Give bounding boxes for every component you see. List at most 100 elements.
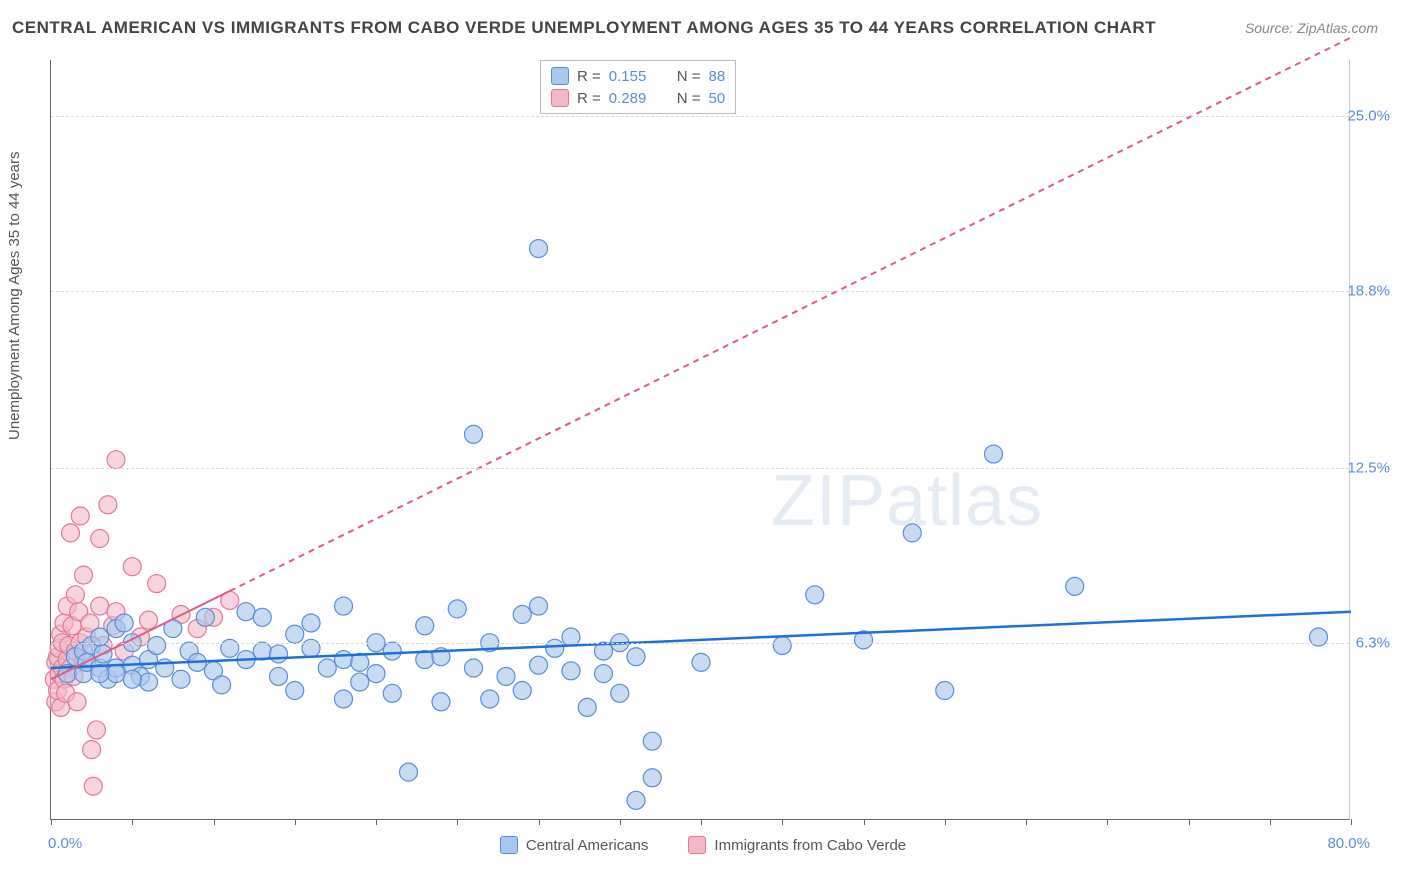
stats-row-cabo-verde: R = 0.289 N = 50 xyxy=(551,87,725,109)
r-label: R = xyxy=(577,68,601,85)
legend-label: Central Americans xyxy=(526,837,649,854)
data-point xyxy=(91,597,109,615)
trend-line-dashed xyxy=(230,37,1351,591)
chart-title: CENTRAL AMERICAN VS IMMIGRANTS FROM CABO… xyxy=(12,18,1156,38)
x-tick xyxy=(782,819,783,825)
data-point xyxy=(497,667,515,685)
r-label: R = xyxy=(577,90,601,107)
data-point xyxy=(286,682,304,700)
data-point xyxy=(562,662,580,680)
data-point xyxy=(83,741,101,759)
data-point xyxy=(75,566,93,584)
data-point xyxy=(253,608,271,626)
data-point xyxy=(936,682,954,700)
data-point xyxy=(416,617,434,635)
data-point xyxy=(335,690,353,708)
gridline xyxy=(51,291,1349,292)
r-value: 0.289 xyxy=(609,90,659,107)
gridline xyxy=(51,116,1349,117)
data-point xyxy=(107,665,125,683)
data-point xyxy=(627,791,645,809)
data-point xyxy=(513,682,531,700)
x-tick xyxy=(214,819,215,825)
x-tick xyxy=(376,819,377,825)
n-label: N = xyxy=(677,90,701,107)
data-point xyxy=(530,597,548,615)
data-point xyxy=(367,665,385,683)
source-credit: Source: ZipAtlas.com xyxy=(1245,20,1378,36)
bottom-legend: Central Americans Immigrants from Cabo V… xyxy=(0,836,1406,854)
data-point xyxy=(465,659,483,677)
y-tick-label: 6.3% xyxy=(1356,634,1390,651)
y-tick-label: 18.8% xyxy=(1347,282,1390,299)
data-point xyxy=(627,648,645,666)
data-point xyxy=(68,693,86,711)
x-tick xyxy=(1351,819,1352,825)
data-point xyxy=(270,645,288,663)
data-point xyxy=(383,642,401,660)
x-tick xyxy=(132,819,133,825)
data-point xyxy=(71,507,89,525)
x-tick xyxy=(864,819,865,825)
data-point xyxy=(148,636,166,654)
data-point xyxy=(66,586,84,604)
data-point xyxy=(611,684,629,702)
legend-item-central-americans: Central Americans xyxy=(500,836,649,854)
legend-swatch-icon xyxy=(500,836,518,854)
data-point xyxy=(806,586,824,604)
plot-area: ZIPatlas xyxy=(50,60,1350,820)
legend-label: Immigrants from Cabo Verde xyxy=(714,837,906,854)
data-point xyxy=(383,684,401,702)
data-point xyxy=(985,445,1003,463)
x-tick xyxy=(295,819,296,825)
data-point xyxy=(595,665,613,683)
stats-swatch-icon xyxy=(551,67,569,85)
data-point xyxy=(140,673,158,691)
data-point xyxy=(62,524,80,542)
data-point xyxy=(903,524,921,542)
y-tick-label: 25.0% xyxy=(1347,108,1390,125)
x-tick xyxy=(945,819,946,825)
data-point xyxy=(115,614,133,632)
data-point xyxy=(148,575,166,593)
data-point xyxy=(643,769,661,787)
data-point xyxy=(643,732,661,750)
data-point xyxy=(196,608,214,626)
plot-svg xyxy=(51,60,1349,819)
data-point xyxy=(773,636,791,654)
data-point xyxy=(123,558,141,576)
x-tick xyxy=(1107,819,1108,825)
n-value: 50 xyxy=(709,90,726,107)
x-tick xyxy=(51,819,52,825)
x-tick xyxy=(1189,819,1190,825)
x-tick xyxy=(1026,819,1027,825)
gridline xyxy=(51,643,1349,644)
stats-box: R = 0.155 N = 88 R = 0.289 N = 50 xyxy=(540,60,736,114)
data-point xyxy=(530,656,548,674)
data-point xyxy=(84,777,102,795)
data-point xyxy=(172,670,190,688)
data-point xyxy=(270,667,288,685)
stats-row-central-americans: R = 0.155 N = 88 xyxy=(551,65,725,87)
data-point xyxy=(335,597,353,615)
legend-item-cabo-verde: Immigrants from Cabo Verde xyxy=(688,836,906,854)
data-point xyxy=(123,670,141,688)
data-point xyxy=(213,676,231,694)
data-point xyxy=(88,721,106,739)
x-tick xyxy=(457,819,458,825)
data-point xyxy=(91,530,109,548)
data-point xyxy=(692,653,710,671)
data-point xyxy=(513,606,531,624)
gridline xyxy=(51,468,1349,469)
data-point xyxy=(578,698,596,716)
data-point xyxy=(465,425,483,443)
data-point xyxy=(302,614,320,632)
correlation-chart: CENTRAL AMERICAN VS IMMIGRANTS FROM CABO… xyxy=(0,0,1406,892)
data-point xyxy=(400,763,418,781)
data-point xyxy=(99,496,117,514)
data-point xyxy=(432,693,450,711)
data-point xyxy=(286,625,304,643)
n-label: N = xyxy=(677,68,701,85)
x-tick xyxy=(620,819,621,825)
data-point xyxy=(351,673,369,691)
